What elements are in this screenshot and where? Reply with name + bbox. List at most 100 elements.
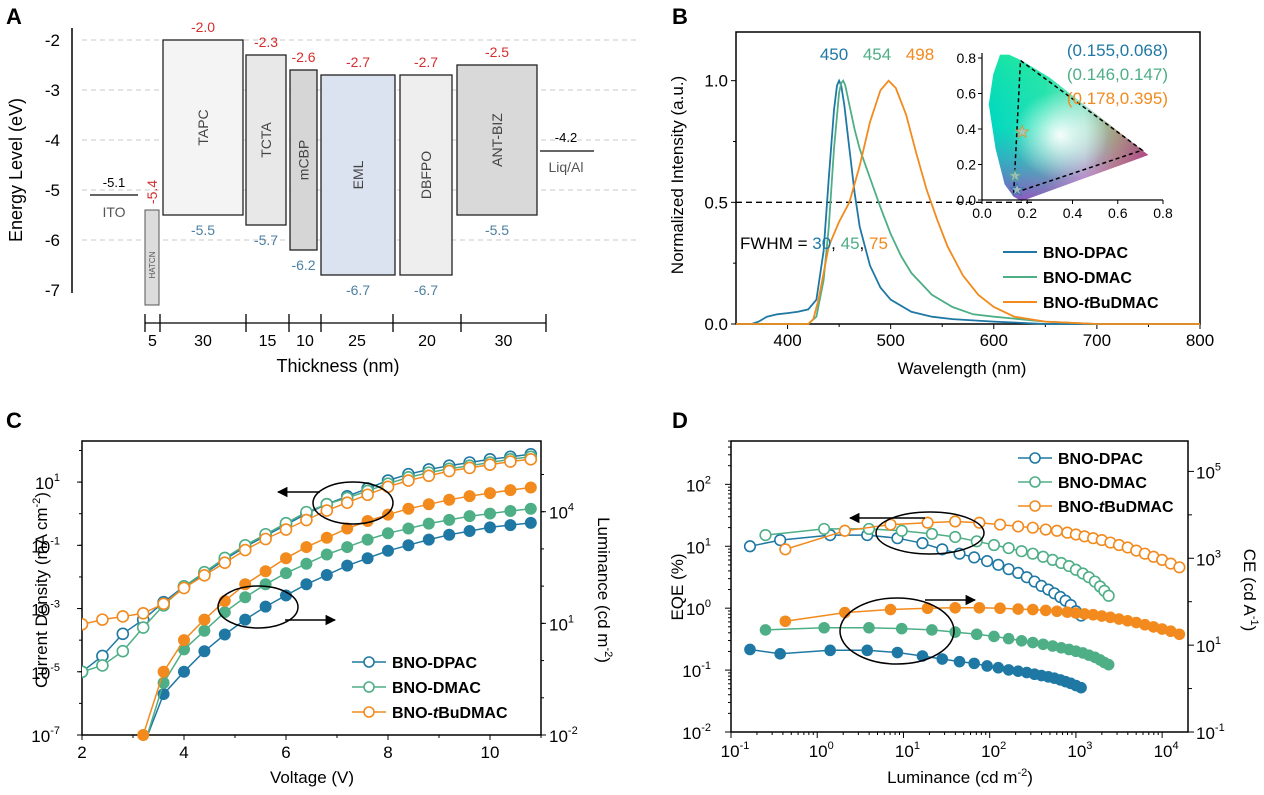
eqe-point — [1026, 547, 1039, 560]
luminance-point — [218, 628, 231, 641]
luminance-point — [422, 498, 435, 511]
y-right-tick-label: 103 — [1196, 548, 1221, 569]
current-density-point — [96, 613, 109, 626]
thickness-label: 30 — [194, 333, 212, 350]
y-tick-label: 10-3 — [31, 599, 60, 620]
eqe-point — [916, 537, 929, 550]
ce-point — [992, 661, 1005, 674]
legend-label-tbu: BNO-tBuDMAC — [1043, 295, 1159, 312]
ce-line — [749, 648, 1082, 689]
legend-swatch-marker-dmac — [363, 681, 375, 693]
eqe-point — [818, 522, 831, 536]
spectrum-line-bno-dmac — [736, 79, 1200, 325]
ce-point — [1026, 636, 1039, 649]
x-tick-label: 600 — [980, 331, 1008, 350]
current-density-point — [116, 627, 130, 641]
y-tick-label: -3 — [45, 81, 60, 100]
eqe-point — [759, 529, 772, 542]
eqe-point — [993, 518, 1007, 531]
current-density-point — [96, 659, 109, 672]
thickness-label: 15 — [259, 333, 277, 350]
eqe-point — [936, 543, 949, 556]
eqe-point — [862, 522, 876, 536]
cie-gamut-triangle — [1012, 59, 1144, 195]
y-right-tick-label: 101 — [1196, 635, 1221, 656]
layer-hatcn-name: HATCN — [148, 251, 157, 278]
layer-hatcn-box — [144, 209, 160, 306]
eqe-point — [970, 535, 983, 548]
luminance-point — [198, 624, 211, 637]
layer-dbfpo-name: DBFPO — [418, 151, 434, 199]
eqe-point — [895, 524, 908, 537]
luminance-point — [402, 522, 415, 535]
pl-spectrum-chart: 400 500 600 700 800 0.0 0.5 1.0 450 454 498 FWHM = … — [704, 31, 1214, 350]
x-tick-label: 700 — [1083, 331, 1111, 350]
inset-y-tick-label: 0.6 — [957, 86, 977, 102]
eqe-point — [925, 527, 939, 540]
peak-label: 498 — [906, 45, 934, 64]
peak-label: 450 — [820, 45, 848, 64]
panel-b-ylabel: Normalized Intensity (a.u.) — [668, 76, 687, 274]
inset-y-tick-label: 0.2 — [957, 157, 977, 173]
panel-c-ylabel-exp: -2 — [31, 498, 43, 508]
luminance-point — [341, 559, 354, 572]
luminance-point — [402, 539, 415, 552]
y-right-tick-label: 101 — [549, 613, 574, 634]
liq-al-name: Liq/Al — [548, 159, 583, 175]
layer-tapc-name: TAPC — [195, 109, 211, 145]
ce-point — [953, 655, 966, 668]
ce-point — [949, 601, 961, 614]
y-tick-label: 10-2 — [682, 722, 711, 743]
current-density-point — [524, 453, 538, 466]
layer-tapc-homo-label: -5.5 — [191, 222, 215, 238]
ce-point — [1037, 638, 1049, 651]
annotation-ellipse-eqe — [875, 511, 985, 555]
legend-label-dpac: BNO-DPAC — [1058, 451, 1143, 468]
luminance-point — [484, 507, 496, 520]
eqe-point — [1002, 542, 1015, 555]
ce-point — [1002, 664, 1015, 676]
y-tick-label: 10-1 — [31, 535, 60, 556]
current-density-point — [136, 621, 150, 634]
current-density-point — [218, 556, 232, 570]
current-density-point — [442, 464, 456, 478]
current-density-point — [402, 474, 415, 487]
legend-label-dmac: BNO-DMAC — [392, 680, 481, 697]
thickness-label: 10 — [296, 333, 314, 350]
y-right-tick-label: 105 — [1196, 461, 1221, 482]
legend-swatch-marker-tbu — [1029, 500, 1041, 512]
layer-dbfpo-homo-label: -6.7 — [414, 282, 438, 298]
luminance-point — [239, 613, 252, 626]
current-density-point — [422, 469, 436, 483]
panel-d-ylabel: EQE (%) — [668, 553, 687, 620]
layer-dbfpo-box — [399, 74, 453, 276]
legend-label-tbu: BNO-tBuDMAC — [1058, 499, 1174, 516]
current-density-point — [340, 496, 354, 509]
panel-a-ylabel: Energy Level (eV) — [6, 98, 26, 242]
luminance-point — [382, 527, 394, 540]
current-density-point — [320, 504, 334, 517]
luminance-point — [320, 531, 333, 544]
panel-d-ylabel-right-base: CE (cd A — [1240, 549, 1259, 617]
panel-d-xlabel-exp: -2 — [1017, 767, 1027, 779]
y-tick-label: 101 — [686, 536, 711, 557]
eqe-point — [968, 551, 981, 564]
ce-point — [988, 630, 1000, 643]
ce-point — [926, 624, 938, 636]
current-density-point — [238, 543, 252, 557]
panel-b-xlabel: Wavelength (nm) — [898, 359, 1027, 378]
ce-point — [1026, 603, 1039, 616]
ito-name: ITO — [102, 204, 125, 220]
inset-x-tick-label: 0.2 — [1018, 205, 1038, 221]
efficiency-chart: 10-1 100 101 102 103 104 102 101 100 10-1 10-2 105 1… — [682, 440, 1225, 761]
cie-star-bno-tbudmac — [1014, 124, 1030, 139]
ce-point — [994, 602, 1006, 615]
current-density-point — [463, 461, 476, 475]
y-tick-label: -2 — [45, 31, 60, 50]
ce-point — [1012, 603, 1024, 615]
eqe-point — [779, 543, 792, 556]
y-tick-label: 102 — [686, 474, 711, 495]
current-density-point — [157, 597, 170, 611]
layer-tcta-name: TCTA — [258, 122, 274, 158]
current-density-point — [116, 610, 130, 623]
